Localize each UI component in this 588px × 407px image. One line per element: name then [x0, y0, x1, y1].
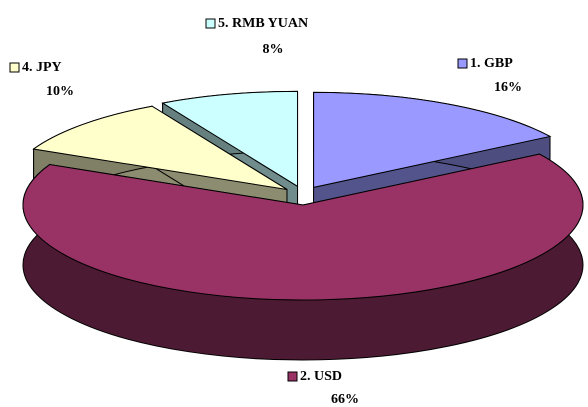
value-label: 16%: [494, 80, 522, 95]
value-label: 66%: [331, 392, 359, 407]
slice: [32, 105, 288, 190]
slice-label: 4. JPY: [22, 60, 62, 75]
slice: [161, 90, 299, 188]
legend-swatch: [457, 58, 468, 69]
slice: [22, 153, 584, 301]
legend-swatch: [205, 18, 216, 29]
slice: [313, 91, 552, 188]
value-label: 8%: [263, 42, 284, 57]
legend-swatch: [9, 62, 20, 73]
legend-swatch: [287, 371, 298, 382]
slice-label: 5. RMB YUAN: [218, 16, 308, 31]
slice-label: 1. GBP: [470, 56, 513, 71]
slice-label: 2. USD: [300, 369, 342, 384]
value-label: 10%: [46, 84, 74, 99]
